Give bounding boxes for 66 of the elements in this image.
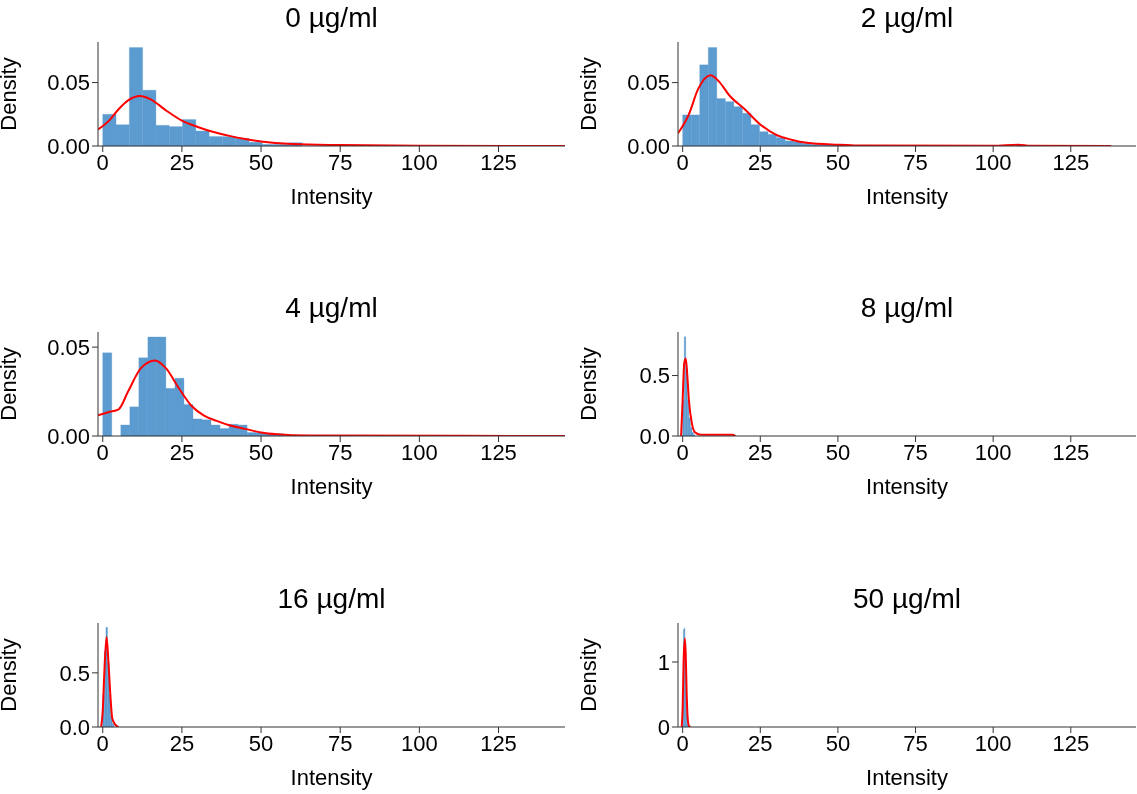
x-tick-label: 100	[974, 730, 1012, 756]
chart-title: 8 µg/ml	[859, 291, 955, 326]
x-tick-label: 50	[248, 730, 274, 756]
y-axis-title: Density	[575, 347, 601, 422]
y-tick-label: 0.05	[47, 335, 90, 361]
x-tick-label: 100	[401, 439, 438, 465]
y-axis-title: Density	[575, 637, 601, 712]
x-axis-title: Intensity	[866, 184, 948, 209]
x-tick-label: 75	[327, 149, 353, 175]
x-tick-label: 50	[825, 149, 851, 175]
x-tick-label: 100	[401, 730, 438, 756]
y-tick-label: 0.05	[47, 70, 90, 96]
chart-title: 0 µg/ml	[284, 1, 379, 35]
chart-title: 50 µg/ml	[852, 581, 962, 616]
x-axis-title: Intensity	[290, 764, 373, 790]
x-tick-label: 75	[327, 439, 353, 465]
x-axis-title: Intensity	[290, 474, 373, 500]
x-tick-label: 0	[96, 149, 109, 175]
x-axis-title: Intensity	[866, 474, 948, 500]
y-tick-label: 0.00	[47, 133, 90, 159]
x-tick-label: 100	[401, 149, 438, 175]
x-tick-label: 125	[480, 730, 517, 756]
x-tick-label: 25	[169, 149, 195, 175]
y-axis-title: Density	[575, 57, 601, 131]
chart-title: 16 µg/ml	[276, 581, 387, 616]
x-tick-label: 50	[248, 439, 274, 465]
x-tick-label: 50	[825, 439, 851, 465]
x-tick-label: 50	[825, 730, 851, 756]
x-tick-label: 75	[327, 730, 353, 756]
x-tick-label: 50	[248, 149, 274, 175]
x-tick-label: 0	[96, 439, 109, 465]
x-tick-label: 25	[169, 730, 195, 756]
y-tick-label: 0.00	[47, 424, 90, 450]
x-axis-title: Intensity	[866, 764, 948, 790]
chart-title: 2 µg/ml	[859, 1, 955, 35]
y-tick-label: 1	[657, 649, 670, 675]
chart-title: 4 µg/ml	[284, 291, 379, 326]
y-tick-label: 0.00	[627, 133, 670, 159]
y-tick-label: 0.05	[627, 70, 670, 96]
x-tick-label: 0	[676, 149, 689, 175]
y-axis-title: Density	[0, 637, 21, 712]
x-tick-label: 75	[903, 439, 928, 465]
x-tick-label: 75	[903, 149, 928, 175]
x-tick-label: 125	[1052, 439, 1090, 465]
y-tick-label: 0	[657, 714, 670, 740]
x-tick-label: 100	[974, 149, 1012, 175]
x-tick-label: 0	[676, 439, 689, 465]
x-axis-title: Intensity	[290, 184, 373, 209]
x-tick-label: 125	[1052, 149, 1090, 175]
y-axis-title: Density	[0, 347, 21, 422]
x-tick-label: 25	[748, 730, 773, 756]
y-tick-label: 0.0	[59, 714, 90, 740]
x-tick-label: 125	[480, 439, 517, 465]
x-tick-label: 0	[96, 730, 109, 756]
x-tick-label: 25	[748, 149, 773, 175]
x-tick-label: 75	[903, 730, 928, 756]
y-axis-title: Density	[0, 57, 21, 131]
y-tick-label: 0.0	[639, 424, 670, 450]
x-tick-label: 25	[748, 439, 773, 465]
x-tick-label: 100	[974, 439, 1012, 465]
x-tick-label: 25	[169, 439, 195, 465]
x-tick-label: 0	[676, 730, 689, 756]
x-tick-label: 125	[480, 149, 517, 175]
x-tick-label: 125	[1052, 730, 1090, 756]
y-tick-label: 0.5	[639, 363, 670, 389]
y-tick-label: 0.5	[59, 660, 90, 686]
